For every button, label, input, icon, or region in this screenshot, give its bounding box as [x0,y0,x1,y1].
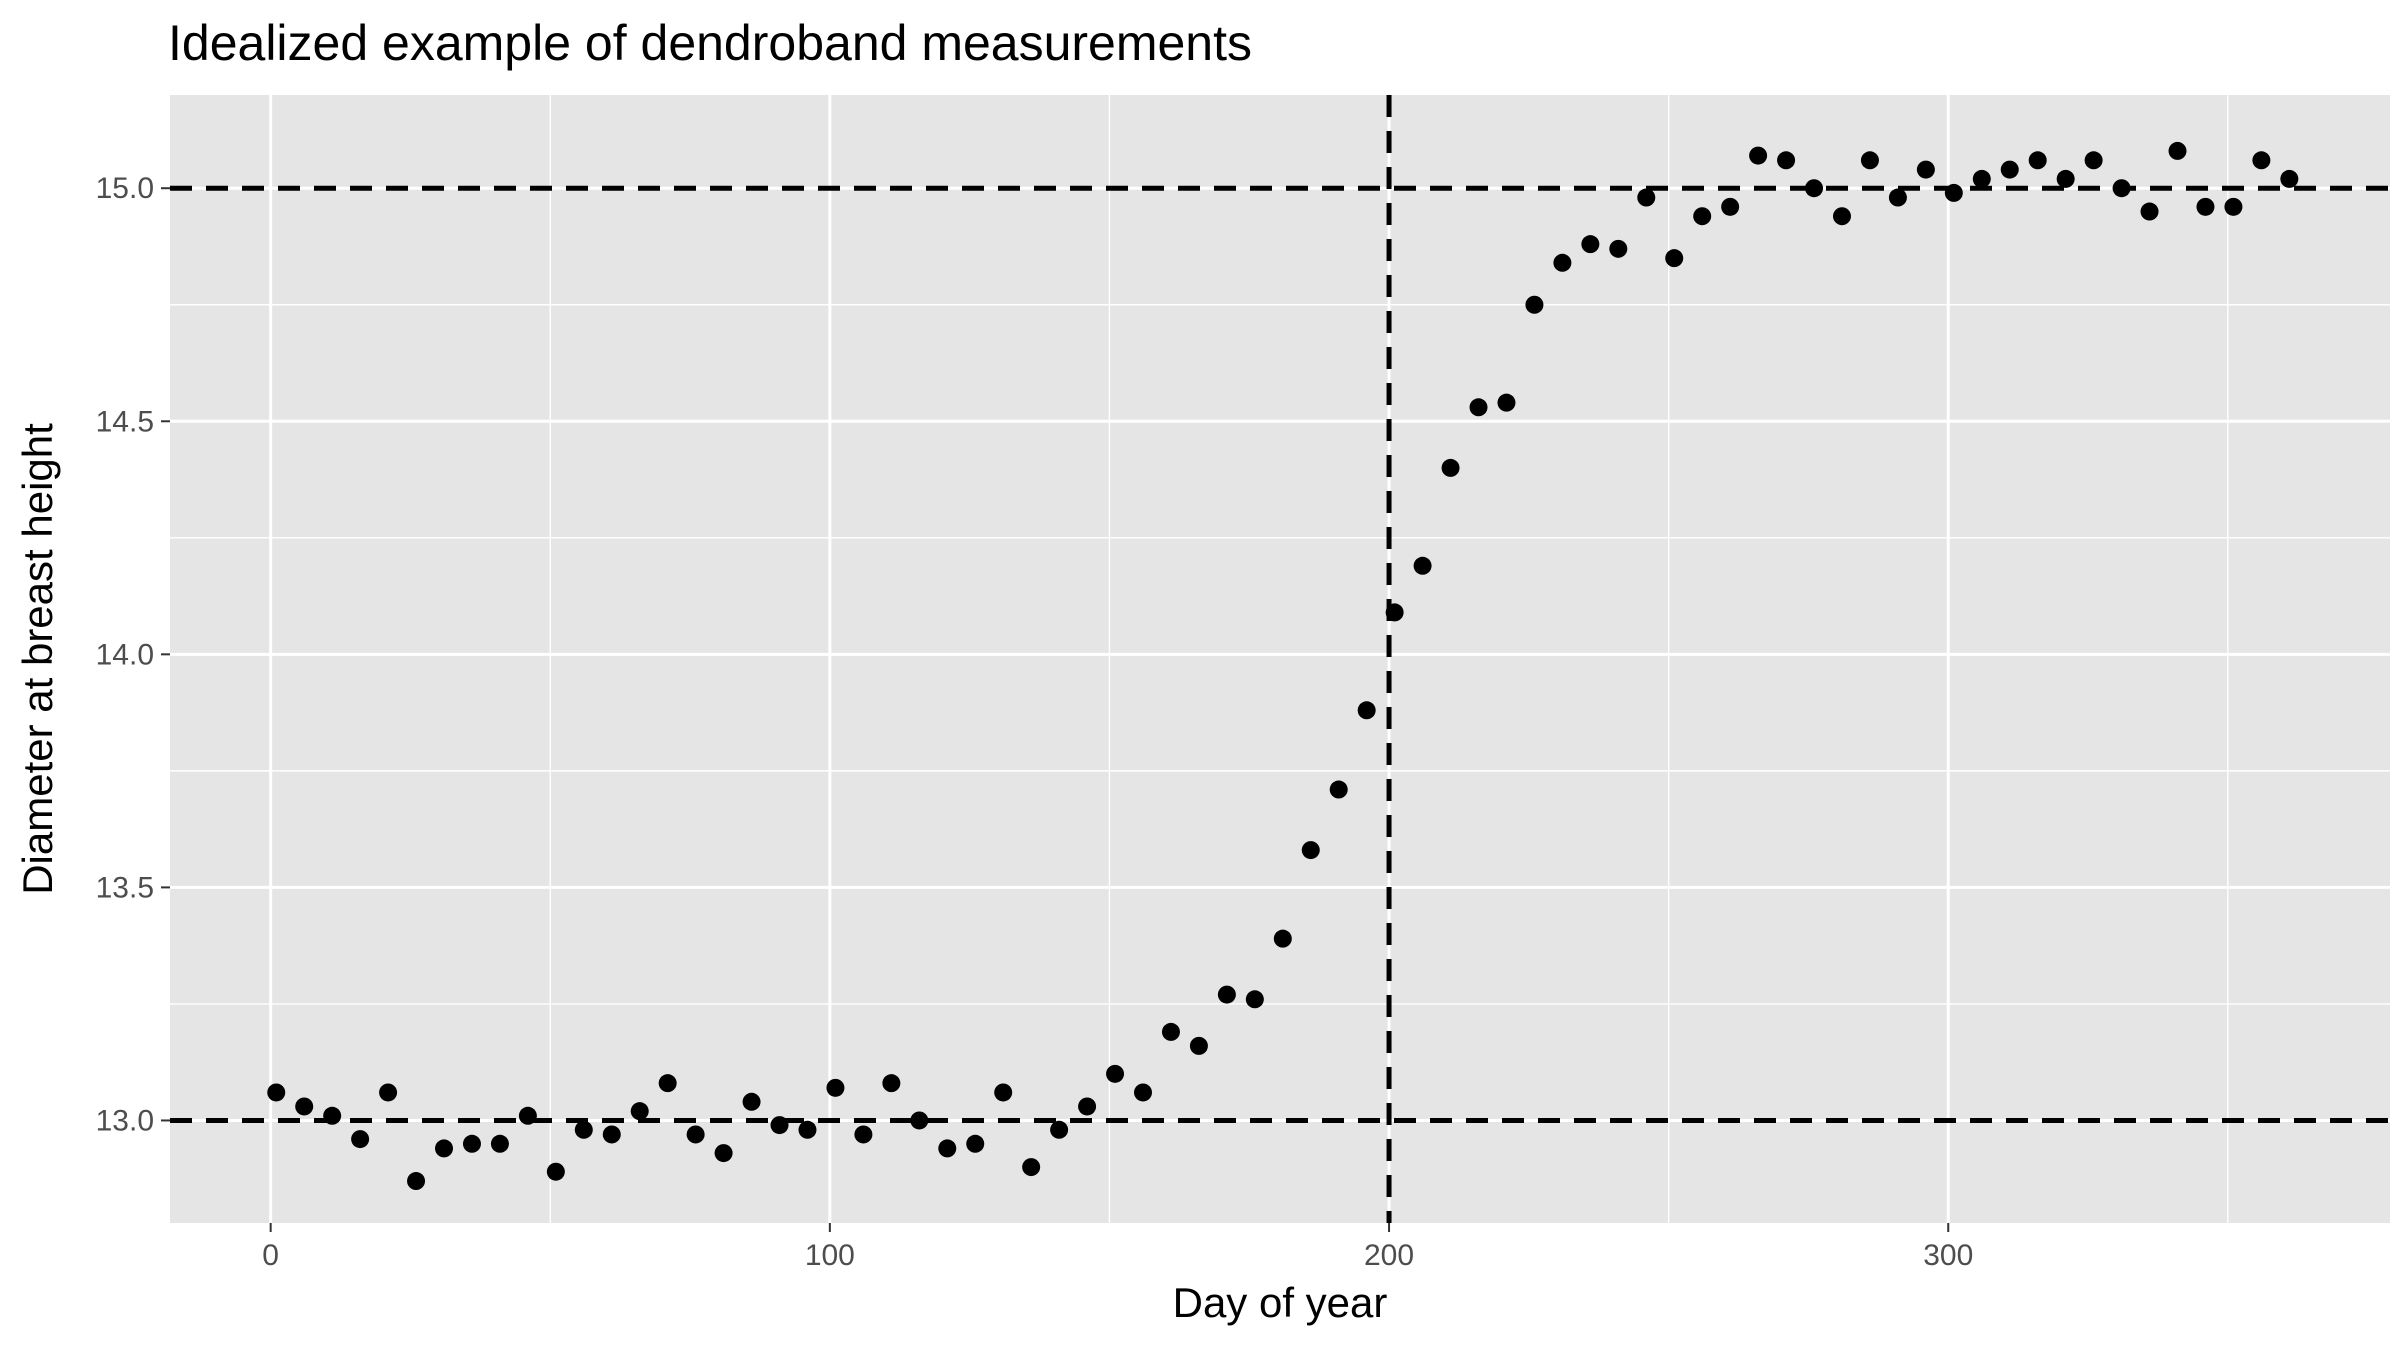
y-tick-label: 15.0 [96,172,154,205]
minor-gridlines [170,95,2390,1223]
y-tick-label: 14.5 [96,405,154,438]
data-point [295,1097,314,1116]
data-point [1217,985,1236,1004]
data-point [1469,398,1488,417]
data-point [462,1134,481,1153]
data-point [994,1083,1013,1102]
data-point [1441,458,1460,477]
data-point [2000,160,2019,179]
data-point [1078,1097,1097,1116]
data-point [2084,151,2103,170]
data-point [1301,841,1320,860]
data-point [1609,239,1628,258]
data-point [1106,1064,1125,1083]
data-point [379,1083,398,1102]
data-point [1161,1022,1180,1041]
data-point [1329,780,1348,799]
data-point [2028,151,2047,170]
y-tick-label: 14.0 [96,638,154,671]
y-tick-label: 13.0 [96,1104,154,1137]
data-point [407,1172,426,1191]
data-point [1693,207,1712,226]
x-tick-label: 0 [262,1239,279,1272]
data-point [351,1130,370,1149]
data-point [910,1111,929,1130]
data-points [267,141,2299,1191]
data-point [490,1134,509,1153]
data-point [1357,701,1376,720]
chart-title: Idealized example of dendroband measurem… [168,15,1252,71]
data-point [686,1125,705,1144]
data-point [1637,188,1656,207]
x-tick-label: 100 [805,1239,855,1272]
plot-panel [170,95,2390,1223]
data-point [1245,990,1264,1009]
data-point [1385,603,1404,622]
data-point [1189,1036,1208,1055]
x-axis-ticks: 0 100 200 300 [262,1223,1973,1272]
data-point [1525,295,1544,314]
data-point [1581,235,1600,254]
y-axis-ticks: 13.0 13.5 14.0 14.5 15.0 [96,172,170,1137]
data-point [2196,197,2215,216]
data-point [1413,556,1432,575]
data-point [1273,929,1292,948]
data-point [2140,202,2159,221]
data-point [518,1106,537,1125]
y-tick-label: 13.5 [96,871,154,904]
data-point [1832,207,1851,226]
data-point [1665,249,1684,268]
data-point [1721,197,1740,216]
data-point [1050,1120,1069,1139]
data-point [1497,393,1516,412]
data-point [2056,169,2075,188]
data-point [435,1139,454,1158]
data-point [602,1125,621,1144]
reference-lines [170,95,2390,1223]
data-point [1133,1083,1152,1102]
y-axis-title: Diameter at breast height [14,423,61,895]
data-point [2224,197,2243,216]
data-point [1916,160,1935,179]
x-axis-title: Day of year [1173,1279,1388,1326]
data-point [1553,253,1572,272]
data-point [770,1116,789,1135]
data-point [966,1134,985,1153]
data-point [574,1120,593,1139]
data-point [630,1102,649,1121]
data-point [938,1139,957,1158]
data-point [826,1078,845,1097]
data-point [714,1144,733,1163]
data-point [1944,183,1963,202]
data-point [742,1092,761,1111]
data-point [1805,179,1824,198]
data-point [1777,151,1796,170]
data-point [1022,1158,1041,1177]
data-point [2280,169,2299,188]
data-point [323,1106,342,1125]
data-point [2168,141,2187,160]
data-point [2252,151,2271,170]
x-tick-label: 200 [1364,1239,1414,1272]
data-point [854,1125,873,1144]
data-point [267,1083,286,1102]
data-point [1860,151,1879,170]
x-tick-label: 300 [1923,1239,1973,1272]
data-point [546,1162,565,1181]
data-point [882,1074,901,1093]
data-point [658,1074,677,1093]
data-point [1888,188,1907,207]
data-point [798,1120,817,1139]
data-point [2112,179,2131,198]
data-point [1749,146,1768,165]
data-point [1972,169,1991,188]
